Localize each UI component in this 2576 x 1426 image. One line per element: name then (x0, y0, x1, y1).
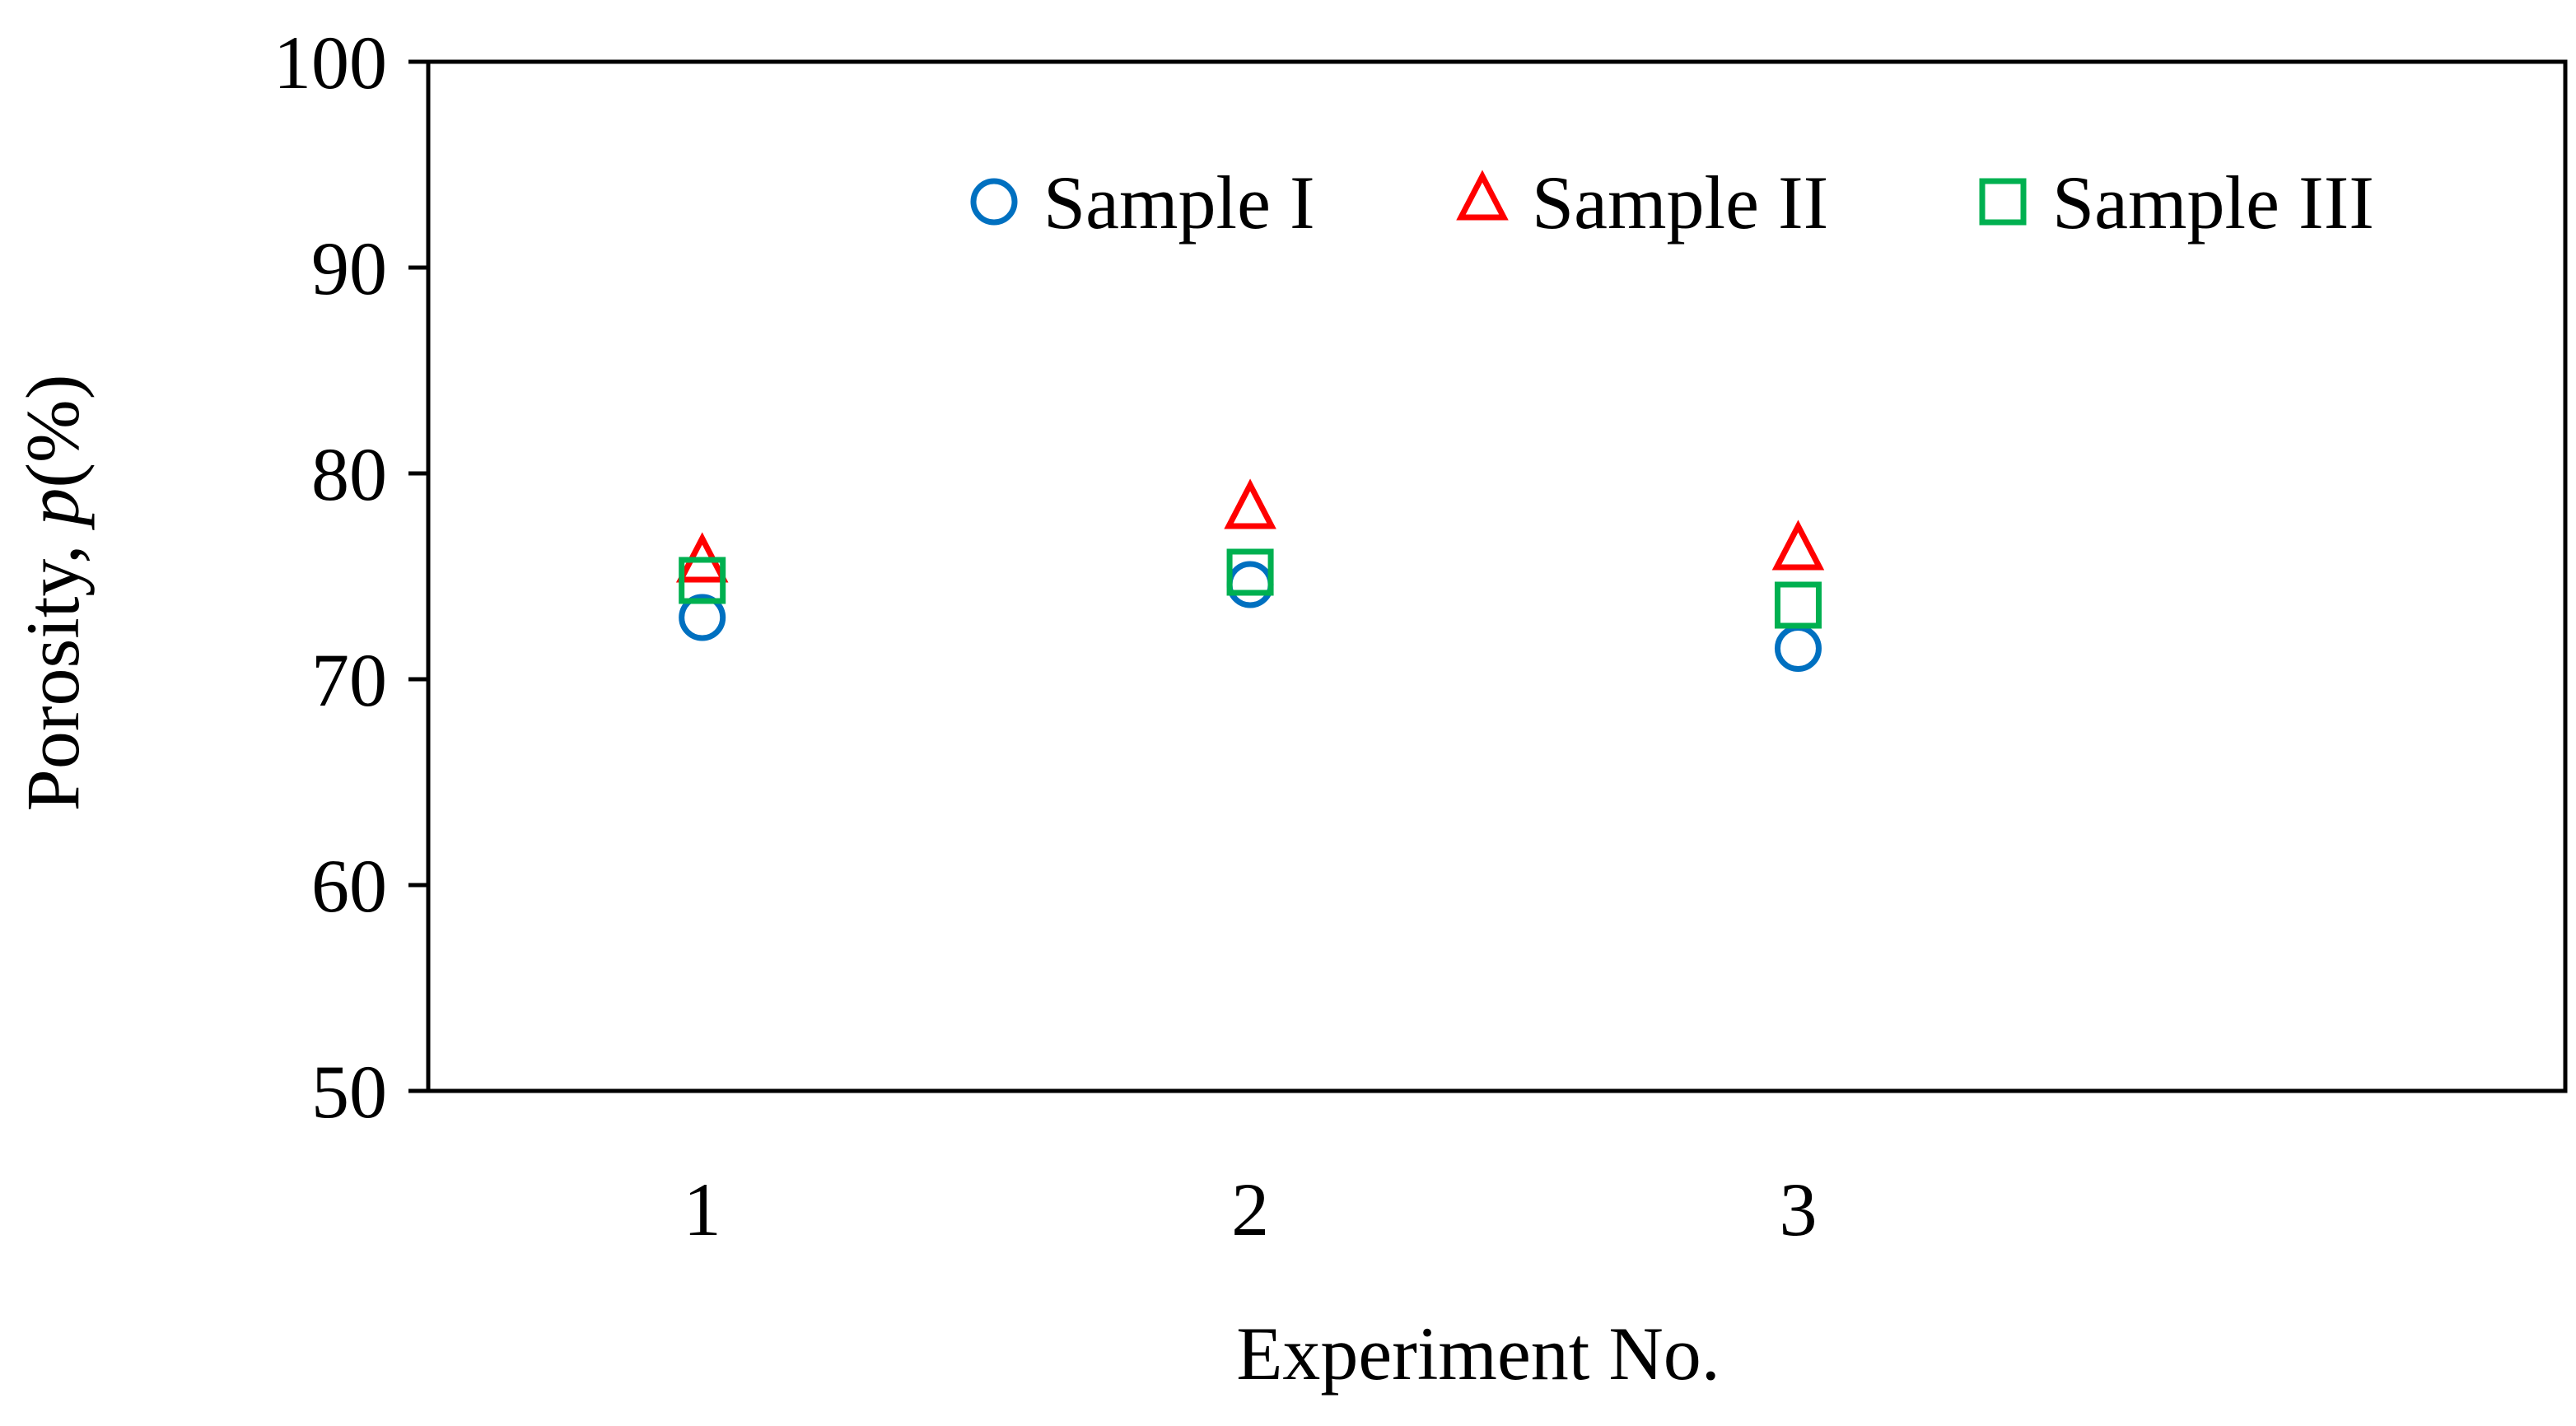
y-axis-title-suffix: (%) (11, 375, 95, 488)
legend-marker-triangle (1456, 170, 1509, 221)
legend-label: Sample II (1532, 161, 1828, 245)
y-axis-title-variable: p (11, 488, 95, 531)
data-point-square (679, 557, 726, 604)
data-point-circle (1226, 561, 1274, 608)
legend: Sample I Sample II Sample III (970, 161, 2374, 245)
data-point-triangle (1224, 478, 1276, 529)
y-tick-label: 90 (311, 226, 387, 310)
legend-marker-square (1979, 178, 2027, 226)
y-axis-title: Porosity, p(%) (11, 375, 95, 812)
x-axis-title: Experiment No. (1236, 1312, 1720, 1396)
y-tick-label: 100 (273, 21, 387, 105)
data-point-square (1226, 548, 1274, 596)
series-sample-i (679, 561, 1822, 672)
legend-label: Sample III (2052, 161, 2374, 245)
x-tick-label: 3 (1779, 1167, 1817, 1251)
y-tick-label: 70 (311, 638, 387, 722)
data-point-triangle (1771, 520, 1825, 571)
axes (408, 59, 2568, 1093)
plot-area-frame (426, 59, 2568, 1093)
x-tick-label: 1 (684, 1167, 721, 1251)
legend-marker-circle (970, 178, 1018, 226)
y-tick-label: 80 (311, 432, 387, 516)
y-tick-label: 50 (311, 1050, 387, 1134)
y-tick-label: 60 (311, 844, 387, 928)
data-point-circle (679, 594, 726, 641)
x-tick-label: 2 (1231, 1167, 1269, 1251)
y-axis-title-prefix: Porosity, (11, 526, 95, 812)
data-point-circle (1774, 625, 1822, 672)
tick-labels: 50 60 70 80 90 100 1 2 3 (273, 21, 1817, 1251)
data-point-square (1774, 581, 1822, 629)
legend-label: Sample I (1043, 161, 1315, 245)
series-sample-iii (679, 548, 1822, 629)
data-marks (675, 478, 1825, 672)
